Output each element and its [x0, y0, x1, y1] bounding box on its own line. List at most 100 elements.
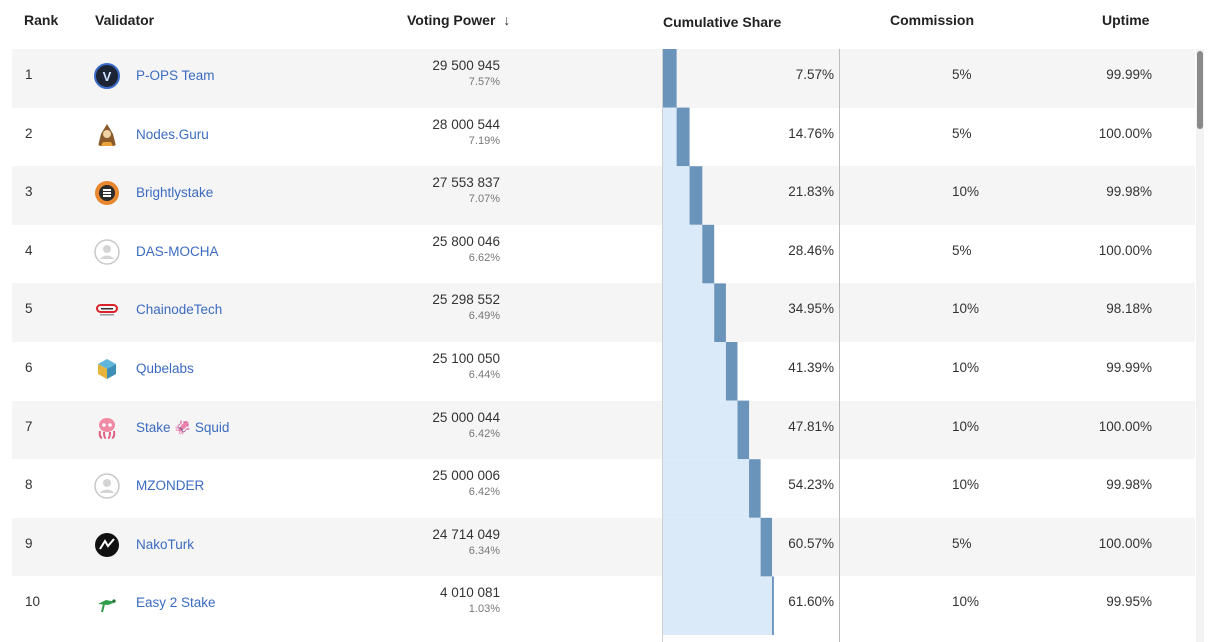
- voting-power-cell: 28 000 544 7.19%: [432, 117, 500, 147]
- voting-power-percent: 7.07%: [468, 193, 500, 206]
- voting-power-value: 24 714 049: [432, 526, 500, 542]
- header-cumulative-share[interactable]: Cumulative Share: [663, 14, 782, 30]
- uptime-value: 100.00%: [1098, 418, 1152, 434]
- default-avatar-icon: [94, 473, 120, 499]
- cumulative-share-value: 47.81%: [788, 418, 834, 434]
- commission-value: 10%: [952, 477, 980, 493]
- uptime-value: 99.98%: [1106, 184, 1152, 200]
- table-row[interactable]: 3 Brightlystake 27 553 837 7.07% 21.83% 10% 99…: [12, 166, 1195, 225]
- validator-name-link[interactable]: Brightlystake: [136, 185, 214, 201]
- voting-power-percent: 6.42%: [468, 427, 500, 440]
- voting-power-cell: 29 500 945 7.57%: [432, 58, 500, 88]
- validator-name-link[interactable]: P-OPS Team: [136, 68, 215, 83]
- voting-power-percent: 1.03%: [468, 603, 500, 616]
- voting-power-value: 28 000 544: [432, 116, 500, 132]
- voting-power-cell: 24 714 049 6.34%: [432, 527, 500, 557]
- voting-power-cell: 25 298 552 6.49%: [432, 292, 500, 322]
- rank-value: 8: [25, 477, 33, 493]
- validator-name-link[interactable]: ChainodeTech: [136, 302, 223, 318]
- default-avatar-icon: [94, 239, 120, 265]
- cumulative-share-value: 41.39%: [788, 360, 834, 375]
- header-rank[interactable]: Rank: [24, 12, 59, 28]
- voting-power-percent: 7.19%: [468, 134, 500, 147]
- commission-value: 10%: [952, 301, 980, 317]
- rank-value: 10: [25, 594, 41, 610]
- voting-power-percent: 6.34%: [468, 544, 500, 557]
- cumulative-share-value: 21.83%: [788, 184, 834, 200]
- header-validator[interactable]: Validator: [95, 12, 155, 28]
- table-row[interactable]: 8 MZONDER 25 000 006 6.42% 54.23% 10% 99.98%: [12, 459, 1195, 518]
- chainodetech-logo-icon: [94, 297, 120, 323]
- table-row[interactable]: 2 Nodes.Guru 28 000 544 7.19% 14.76% 5% 100.00…: [12, 108, 1195, 167]
- uptime-value: 100.00%: [1098, 535, 1152, 551]
- voting-power-cell: 25 000 044 6.42%: [432, 410, 500, 440]
- commission-value: 5%: [952, 242, 972, 258]
- header-uptime[interactable]: Uptime: [1102, 12, 1150, 28]
- commission-value: 5%: [952, 125, 972, 141]
- table-row[interactable]: 5 ChainodeTech 25 298 552 6.49% 34.95% 10% 98.…: [12, 283, 1195, 342]
- voting-power-percent: 6.62%: [468, 251, 500, 264]
- table-row[interactable]: 7 Stake 🦑 Squid 25 000 044 6.42% 47.81% 10% 10…: [12, 400, 1195, 460]
- validator-name-link[interactable]: Stake 🦑 Squid: [136, 419, 230, 435]
- rank-value: 3: [25, 184, 33, 200]
- table-row[interactable]: 10 Easy 2 Stake 4 010 081 1.03% 61.60% 10% 99.…: [12, 576, 1195, 635]
- validator-name-link[interactable]: Qubelabs: [136, 361, 194, 376]
- voting-power-cell: 27 553 837 7.07%: [432, 175, 500, 205]
- rank-value: 1: [25, 67, 33, 82]
- validator-name-link[interactable]: NakoTurk: [136, 536, 195, 552]
- rank-value: 4: [25, 242, 33, 258]
- cumulative-share-value: 28.46%: [788, 242, 834, 258]
- qubelabs-logo-icon: [94, 356, 120, 382]
- voting-power-value: 25 000 044: [432, 409, 500, 425]
- table-row[interactable]: 6 Qubelabs 25 100 050 6.44% 41.39% 10% 99.99%: [12, 342, 1195, 401]
- rank-value: 5: [25, 301, 33, 317]
- validator-name-link[interactable]: Easy 2 Stake: [136, 595, 216, 611]
- cumulative-share-value: 54.23%: [788, 477, 834, 493]
- header-voting-power[interactable]: Voting Power ↓: [407, 12, 510, 28]
- commission-value: 5%: [952, 67, 972, 82]
- commission-value: 10%: [952, 184, 980, 200]
- table-row[interactable]: 4 DAS-MOCHA 25 800 046 6.62% 28.46% 5% 100.00%: [12, 225, 1195, 284]
- commission-value: 10%: [952, 418, 980, 434]
- commission-value: 10%: [952, 360, 980, 375]
- commission-value: 5%: [952, 535, 972, 551]
- rank-value: 9: [25, 535, 33, 551]
- easy-2-stake-logo-icon: [94, 590, 120, 616]
- voting-power-value: 27 553 837: [432, 175, 500, 191]
- voting-power-value: 25 298 552: [432, 292, 500, 308]
- sort-descending-icon[interactable]: ↓: [503, 12, 511, 28]
- cumulative-share-value: 61.60%: [788, 594, 834, 610]
- voting-power-percent: 6.42%: [468, 486, 500, 499]
- table-header: Rank Validator Voting Power ↓ Cumulative…: [0, 0, 1210, 48]
- validator-name-link[interactable]: Nodes.Guru: [136, 126, 209, 142]
- voting-power-cell: 25 100 050 6.44%: [432, 351, 500, 381]
- table-row[interactable]: 9 NakoTurk 24 714 049 6.34% 60.57% 5% 100.00%: [12, 517, 1195, 577]
- voting-power-value: 25 000 006: [432, 468, 500, 484]
- scrollbar-thumb[interactable]: [1197, 51, 1203, 129]
- voting-power-cell: 25 000 006 6.42%: [432, 468, 500, 498]
- vertical-scrollbar[interactable]: [1196, 49, 1204, 642]
- rank-value: 7: [25, 418, 33, 434]
- uptime-value: 100.00%: [1098, 125, 1152, 141]
- nakoturk-logo-icon: [94, 532, 120, 558]
- voting-power-percent: 6.44%: [468, 369, 500, 381]
- uptime-value: 99.95%: [1106, 594, 1152, 610]
- table-row[interactable]: 1 V P-OPS Team 29 500 945 7.57% 7.57% 5% 99.99%: [12, 49, 1195, 108]
- header-commission[interactable]: Commission: [890, 12, 975, 28]
- cumulative-share-value: 60.57%: [788, 535, 834, 551]
- voting-power-percent: 6.49%: [468, 310, 500, 323]
- validator-name-link[interactable]: MZONDER: [136, 478, 205, 494]
- uptime-value: 100.00%: [1098, 242, 1152, 258]
- validator-name-link[interactable]: DAS-MOCHA: [136, 243, 219, 259]
- voting-power-value: 29 500 945: [432, 58, 500, 73]
- commission-value: 10%: [952, 594, 980, 610]
- voting-power-value: 25 100 050: [432, 351, 500, 366]
- brightlystake-logo-icon: [94, 180, 120, 206]
- rank-value: 6: [25, 360, 33, 375]
- uptime-value: 99.99%: [1106, 67, 1152, 82]
- voting-power-percent: 7.57%: [468, 76, 500, 88]
- uptime-value: 99.99%: [1106, 360, 1152, 375]
- rank-value: 2: [25, 125, 33, 141]
- table-body: 1 V P-OPS Team 29 500 945 7.57% 7.57% 5% 99.99%…: [12, 49, 1195, 642]
